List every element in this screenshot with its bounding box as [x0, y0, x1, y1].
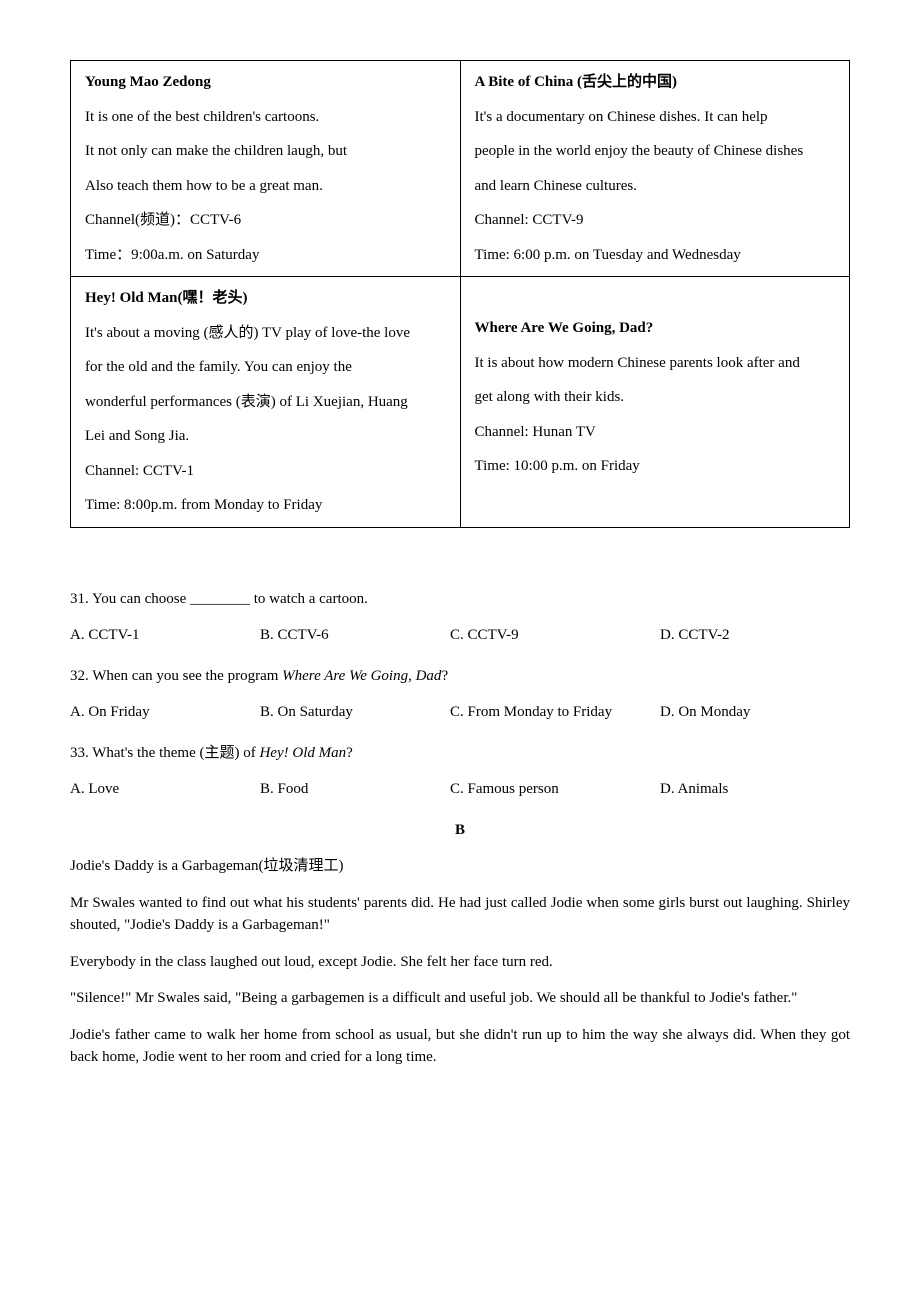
question-italic: Where Are We Going, Dad: [282, 668, 441, 684]
option-b[interactable]: B. CCTV-6: [260, 624, 450, 647]
question-32: 32. When can you see the program Where A…: [70, 665, 850, 724]
option-b[interactable]: B. On Saturday: [260, 701, 450, 724]
program-line: Time: 10:00 p.m. on Friday: [475, 455, 836, 478]
program-line: It is about how modern Chinese parents l…: [475, 352, 836, 375]
program-line: for the old and the family. You can enjo…: [85, 356, 446, 379]
program-title: A Bite of China (舌尖上的中国): [475, 71, 836, 94]
option-c[interactable]: C. Famous person: [450, 778, 660, 801]
option-c[interactable]: C. From Monday to Friday: [450, 701, 660, 724]
question-31: 31. You can choose ________ to watch a c…: [70, 588, 850, 647]
option-a[interactable]: A. CCTV-1: [70, 624, 260, 647]
program-line: Time: 8:00p.m. from Monday to Friday: [85, 494, 446, 517]
programs-table: Young Mao Zedong It is one of the best c…: [70, 60, 850, 528]
program-cell: A Bite of China (舌尖上的中国) It's a document…: [460, 61, 850, 277]
option-d[interactable]: D. On Monday: [660, 701, 750, 724]
options-row: A. Love B. Food C. Famous person D. Anim…: [70, 778, 850, 801]
program-line: people in the world enjoy the beauty of …: [475, 140, 836, 163]
question-prefix: 32. When can you see the program: [70, 668, 282, 684]
program-line: It's about a moving (感人的) TV play of lov…: [85, 322, 446, 345]
passage-line: Jodie's father came to walk her home fro…: [70, 1024, 850, 1069]
program-line: It's a documentary on Chinese dishes. It…: [475, 106, 836, 129]
option-c[interactable]: C. CCTV-9: [450, 624, 660, 647]
program-title: Where Are We Going, Dad?: [475, 317, 836, 340]
question-text: 31. You can choose ________ to watch a c…: [70, 588, 850, 611]
option-a[interactable]: A. Love: [70, 778, 260, 801]
passage-line: Jodie's Daddy is a Garbageman(垃圾清理工): [70, 855, 850, 878]
program-line: Channel: CCTV-9: [475, 209, 836, 232]
program-title: Hey! Old Man(嘿！老头): [85, 287, 446, 310]
program-line: get along with their kids.: [475, 386, 836, 409]
question-suffix: ?: [346, 745, 353, 761]
page: Young Mao Zedong It is one of the best c…: [70, 60, 850, 1069]
options-row: A. On Friday B. On Saturday C. From Mond…: [70, 701, 850, 724]
option-d[interactable]: D. CCTV-2: [660, 624, 729, 647]
question-suffix: ?: [441, 668, 448, 684]
program-cell: Hey! Old Man(嘿！老头) It's about a moving (…: [71, 277, 461, 528]
program-line: Channel: CCTV-1: [85, 460, 446, 483]
option-a[interactable]: A. On Friday: [70, 701, 260, 724]
program-cell: Young Mao Zedong It is one of the best c…: [71, 61, 461, 277]
options-row: A. CCTV-1 B. CCTV-6 C. CCTV-9 D. CCTV-2: [70, 624, 850, 647]
question-italic: Hey! Old Man: [259, 745, 346, 761]
program-line: It is one of the best children's cartoon…: [85, 106, 446, 129]
passage-line: Everybody in the class laughed out loud,…: [70, 951, 850, 974]
question-text: 32. When can you see the program Where A…: [70, 665, 850, 688]
question-prefix: 33. What's the theme (主题) of: [70, 745, 259, 761]
question-33: 33. What's the theme (主题) of Hey! Old Ma…: [70, 742, 850, 801]
passage-line: Mr Swales wanted to find out what his st…: [70, 892, 850, 937]
program-title: Young Mao Zedong: [85, 71, 446, 94]
program-line: It not only can make the children laugh,…: [85, 140, 446, 163]
program-cell: Where Are We Going, Dad? It is about how…: [460, 277, 850, 528]
question-text: 33. What's the theme (主题) of Hey! Old Ma…: [70, 742, 850, 765]
option-d[interactable]: D. Animals: [660, 778, 728, 801]
program-line: Time: 6:00 p.m. on Tuesday and Wednesday: [475, 244, 836, 267]
program-line: Channel: Hunan TV: [475, 421, 836, 444]
program-line: wonderful performances (表演) of Li Xuejia…: [85, 391, 446, 414]
program-line: Also teach them how to be a great man.: [85, 175, 446, 198]
section-heading-b: B: [70, 819, 850, 842]
program-line: and learn Chinese cultures.: [475, 175, 836, 198]
program-line: Lei and Song Jia.: [85, 425, 446, 448]
option-b[interactable]: B. Food: [260, 778, 450, 801]
passage-line: "Silence!" Mr Swales said, "Being a garb…: [70, 987, 850, 1010]
program-line: Channel(频道)：CCTV-6: [85, 209, 446, 232]
program-line: Time：9:00a.m. on Saturday: [85, 244, 446, 267]
